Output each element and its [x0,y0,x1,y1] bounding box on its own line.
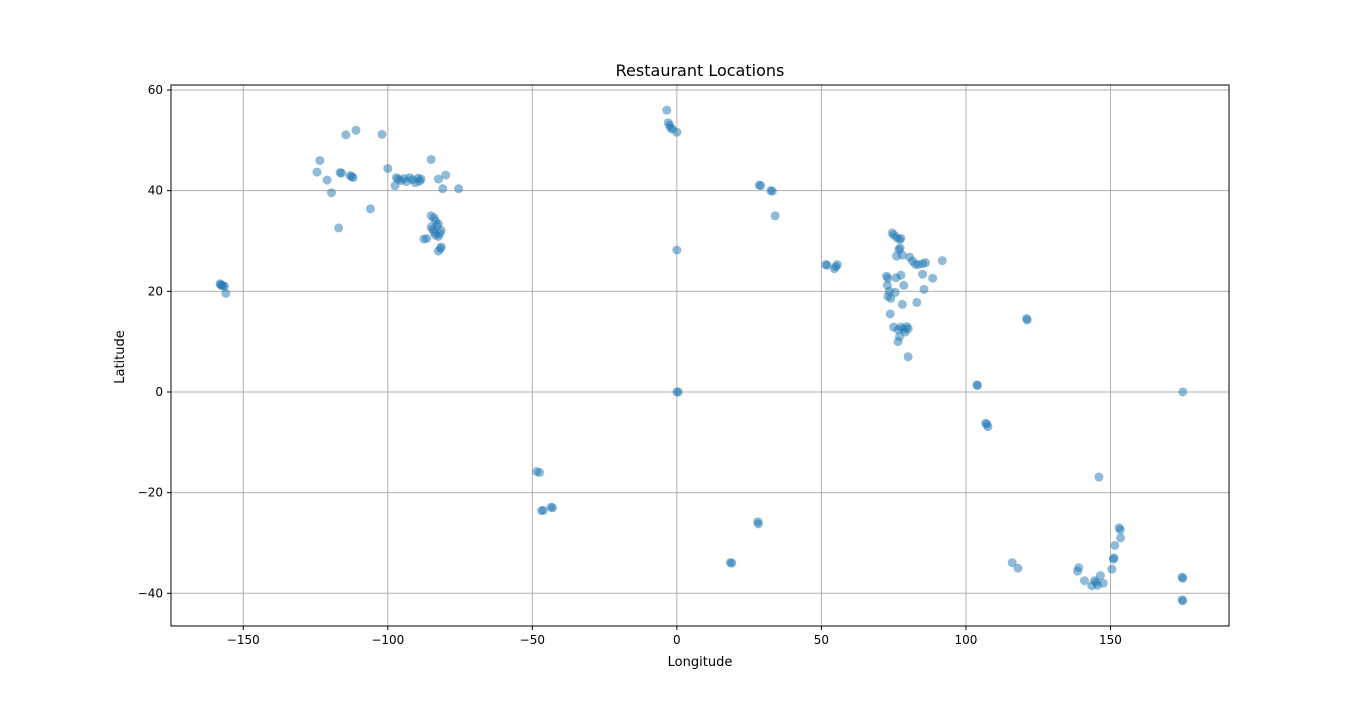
data-point [1073,566,1083,576]
y-tick-label: −40 [138,586,163,600]
data-point [983,422,993,432]
x-tick-label: 50 [814,633,829,647]
data-point [893,337,903,347]
data-point [662,105,672,115]
data-point [918,269,928,279]
data-point [383,164,393,174]
data-point [920,258,930,268]
data-point [899,280,909,290]
data-point [436,242,446,252]
data-point [334,223,344,233]
data-point [883,273,893,283]
data-point [1178,387,1188,397]
data-point [832,260,842,270]
x-tick-label: −50 [520,633,545,647]
data-point [1095,571,1105,581]
data-point [1107,564,1117,574]
data-point [438,184,448,194]
data-point [892,251,902,261]
data-point [454,184,464,194]
data-point [422,233,432,243]
data-point [1013,563,1023,573]
data-point [896,233,906,243]
data-point [885,309,895,319]
x-axis-label: Longitude [668,655,733,670]
data-point [326,188,336,198]
x-tick-label: 0 [673,633,681,647]
data-point [896,270,906,280]
data-point [770,211,780,221]
data-point [548,503,558,513]
data-point [1115,525,1125,535]
data-point [973,380,983,390]
y-tick-label: 20 [148,284,163,298]
x-tick-label: 150 [1099,633,1122,647]
data-point [672,245,682,255]
data-point [435,228,445,238]
data-point [416,174,426,184]
data-point [1022,315,1032,325]
data-point [426,154,436,164]
data-point [341,130,351,140]
data-point [351,125,361,135]
data-point [1178,573,1188,583]
x-tick-label: −150 [227,633,260,647]
data-point [538,505,548,515]
data-point [919,284,929,294]
data-point [672,127,682,137]
data-point [903,352,913,362]
data-point [1007,558,1017,568]
data-point [337,168,347,178]
data-point [928,273,938,283]
data-point [756,181,766,191]
data-point [753,519,763,529]
data-point [315,155,325,165]
data-point [322,175,332,185]
data-point [433,174,443,184]
data-point [767,186,777,196]
data-point [348,173,358,183]
data-point [822,260,832,270]
data-point [1178,596,1188,606]
y-tick-label: −20 [138,486,163,500]
data-point [890,287,900,297]
data-point [1116,533,1126,543]
data-point [377,129,387,139]
chart-title: Restaurant Locations [616,61,785,80]
data-point [365,204,375,214]
data-point [1094,472,1104,482]
data-point [535,468,545,478]
scatter-points [215,105,1188,606]
y-axis-label: Latitude [113,330,128,384]
data-point [1110,540,1120,550]
data-point [897,299,907,309]
x-axis-ticks: −150 −100 −50 0 50 100 150 [227,626,1122,647]
data-point [912,297,922,307]
data-point [1108,554,1118,564]
data-point [219,281,229,291]
data-point [937,256,947,266]
data-point [432,221,442,231]
plot-frame [170,84,1230,627]
data-point [312,167,322,177]
y-tick-label: 0 [155,385,163,399]
data-point [727,558,737,568]
y-axis-ticks: −40 −20 0 20 40 60 [138,83,171,600]
y-tick-label: 40 [148,184,163,198]
data-point [1098,578,1108,588]
x-tick-label: −100 [371,633,404,647]
data-point [441,170,451,180]
data-point [1079,576,1089,586]
data-point [673,387,683,397]
grid-lines [171,85,1229,626]
y-tick-label: 60 [148,83,163,97]
data-point [221,288,231,298]
x-tick-label: 100 [954,633,977,647]
